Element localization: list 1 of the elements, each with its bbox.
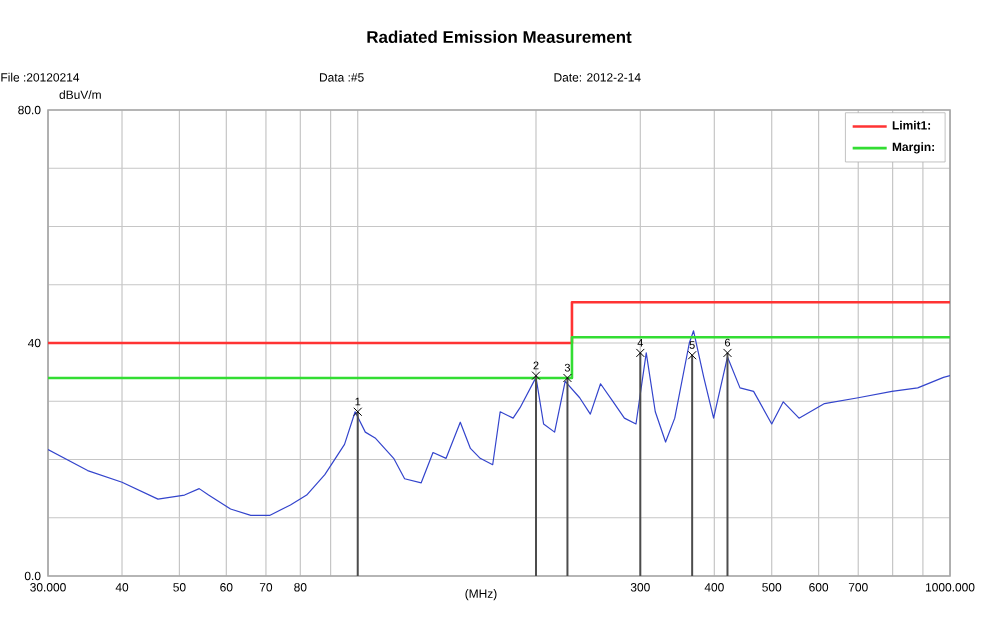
chart-title: Radiated Emission Measurement <box>367 30 632 44</box>
